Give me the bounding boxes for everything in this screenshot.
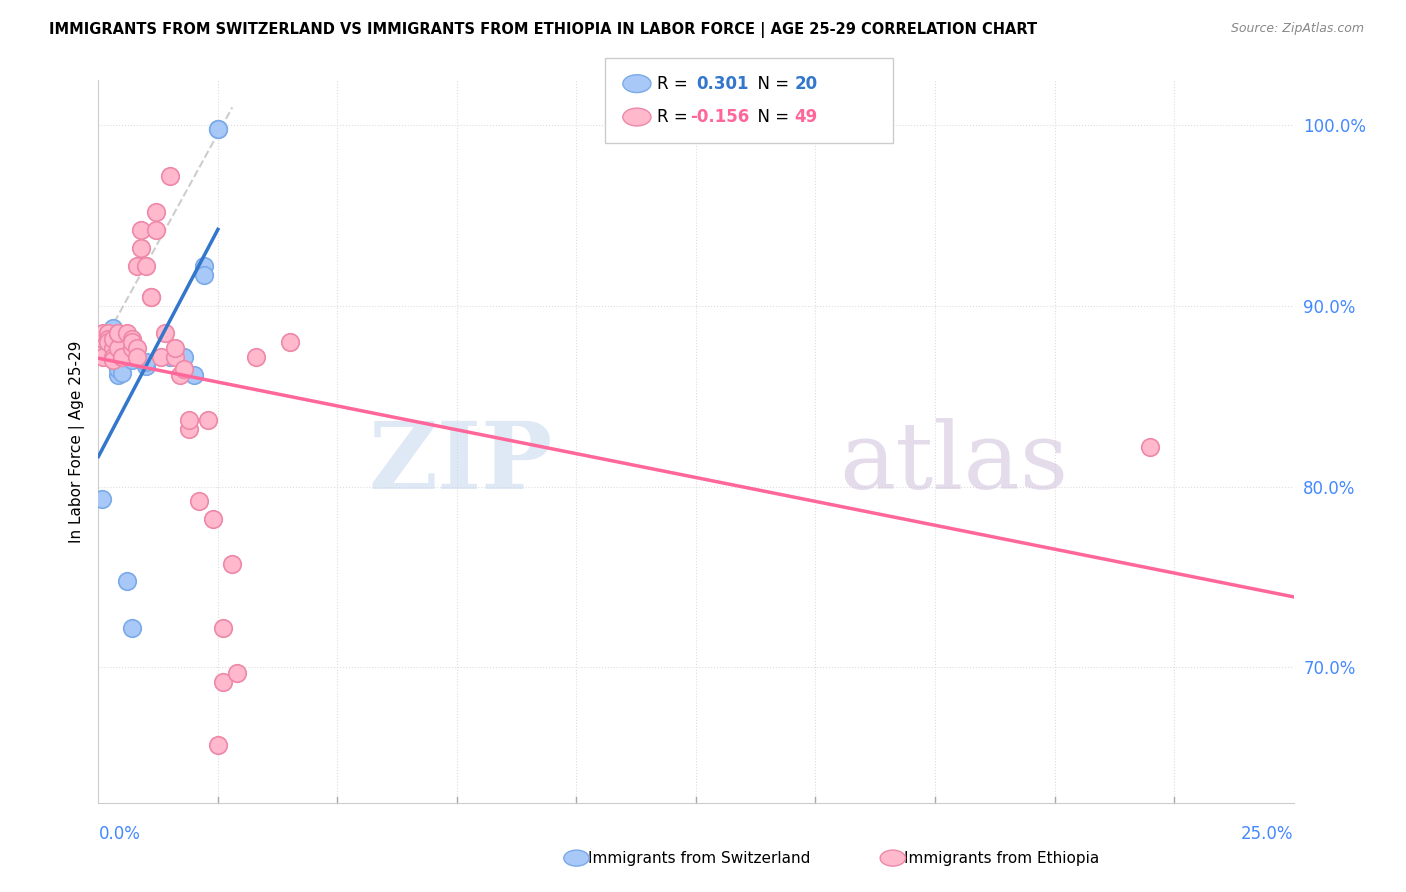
Point: [145, 205, 167, 219]
Point: [125, 341, 148, 355]
Point: [207, 738, 229, 752]
Point: [159, 350, 181, 364]
Point: [101, 350, 124, 364]
Point: [211, 621, 233, 635]
Point: [193, 268, 215, 283]
Text: N =: N =: [747, 75, 794, 93]
Point: [107, 362, 129, 376]
Point: [179, 422, 201, 436]
Text: 25.0%: 25.0%: [1241, 825, 1294, 843]
Point: [111, 350, 134, 364]
Point: [163, 341, 186, 355]
Point: [101, 332, 124, 346]
Point: [221, 558, 243, 572]
Point: [121, 335, 143, 350]
Text: Source: ZipAtlas.com: Source: ZipAtlas.com: [1230, 22, 1364, 36]
Point: [97, 332, 120, 346]
Point: [107, 341, 129, 355]
Point: [183, 368, 205, 382]
Point: [125, 350, 148, 364]
Point: [107, 368, 129, 382]
Point: [278, 335, 301, 350]
Point: [115, 574, 138, 588]
Point: [91, 492, 114, 507]
Point: [207, 122, 229, 136]
Text: 0.301: 0.301: [696, 75, 748, 93]
Point: [169, 368, 191, 382]
Text: 0.0%: 0.0%: [98, 825, 141, 843]
Point: [121, 353, 143, 368]
Point: [125, 260, 148, 274]
Point: [197, 413, 219, 427]
Point: [207, 122, 229, 136]
Text: N =: N =: [747, 108, 794, 126]
Point: [91, 326, 114, 340]
Text: 20: 20: [794, 75, 817, 93]
Text: atlas: atlas: [839, 418, 1069, 508]
Point: [139, 290, 162, 304]
Point: [211, 674, 233, 689]
Point: [111, 350, 134, 364]
Point: [173, 350, 195, 364]
Point: [179, 413, 201, 427]
Point: [145, 223, 167, 237]
Text: IMMIGRANTS FROM SWITZERLAND VS IMMIGRANTS FROM ETHIOPIA IN LABOR FORCE | AGE 25-: IMMIGRANTS FROM SWITZERLAND VS IMMIGRANT…: [49, 22, 1038, 38]
Point: [91, 332, 114, 346]
Point: [159, 169, 181, 183]
Point: [135, 355, 157, 369]
Point: [131, 223, 153, 237]
Point: [187, 494, 209, 508]
Point: [97, 326, 120, 340]
Point: [101, 341, 124, 355]
Point: [97, 335, 120, 350]
Text: 49: 49: [794, 108, 818, 126]
Point: [115, 326, 138, 340]
Point: [101, 353, 124, 368]
Point: [121, 332, 143, 346]
Point: [111, 350, 134, 364]
Point: [202, 512, 225, 526]
Point: [107, 326, 129, 340]
Text: -0.156: -0.156: [690, 108, 749, 126]
Point: [135, 260, 157, 274]
Point: [193, 260, 215, 274]
Text: R =: R =: [657, 108, 693, 126]
Point: [1139, 440, 1161, 454]
Point: [91, 350, 114, 364]
Point: [131, 241, 153, 255]
Text: ZIP: ZIP: [368, 418, 553, 508]
Text: Immigrants from Switzerland: Immigrants from Switzerland: [588, 851, 810, 865]
Point: [107, 326, 129, 340]
Text: Immigrants from Ethiopia: Immigrants from Ethiopia: [904, 851, 1099, 865]
Point: [111, 330, 134, 344]
Point: [155, 326, 177, 340]
Point: [111, 366, 134, 380]
Point: [163, 350, 186, 364]
Point: [121, 621, 143, 635]
Point: [149, 350, 172, 364]
Y-axis label: In Labor Force | Age 25-29: In Labor Force | Age 25-29: [69, 341, 84, 542]
Text: R =: R =: [657, 75, 697, 93]
Point: [121, 341, 143, 355]
Point: [173, 362, 195, 376]
Point: [139, 290, 162, 304]
Point: [245, 350, 267, 364]
Point: [101, 332, 124, 346]
Point: [226, 665, 249, 680]
Point: [101, 320, 124, 334]
Point: [135, 359, 157, 373]
